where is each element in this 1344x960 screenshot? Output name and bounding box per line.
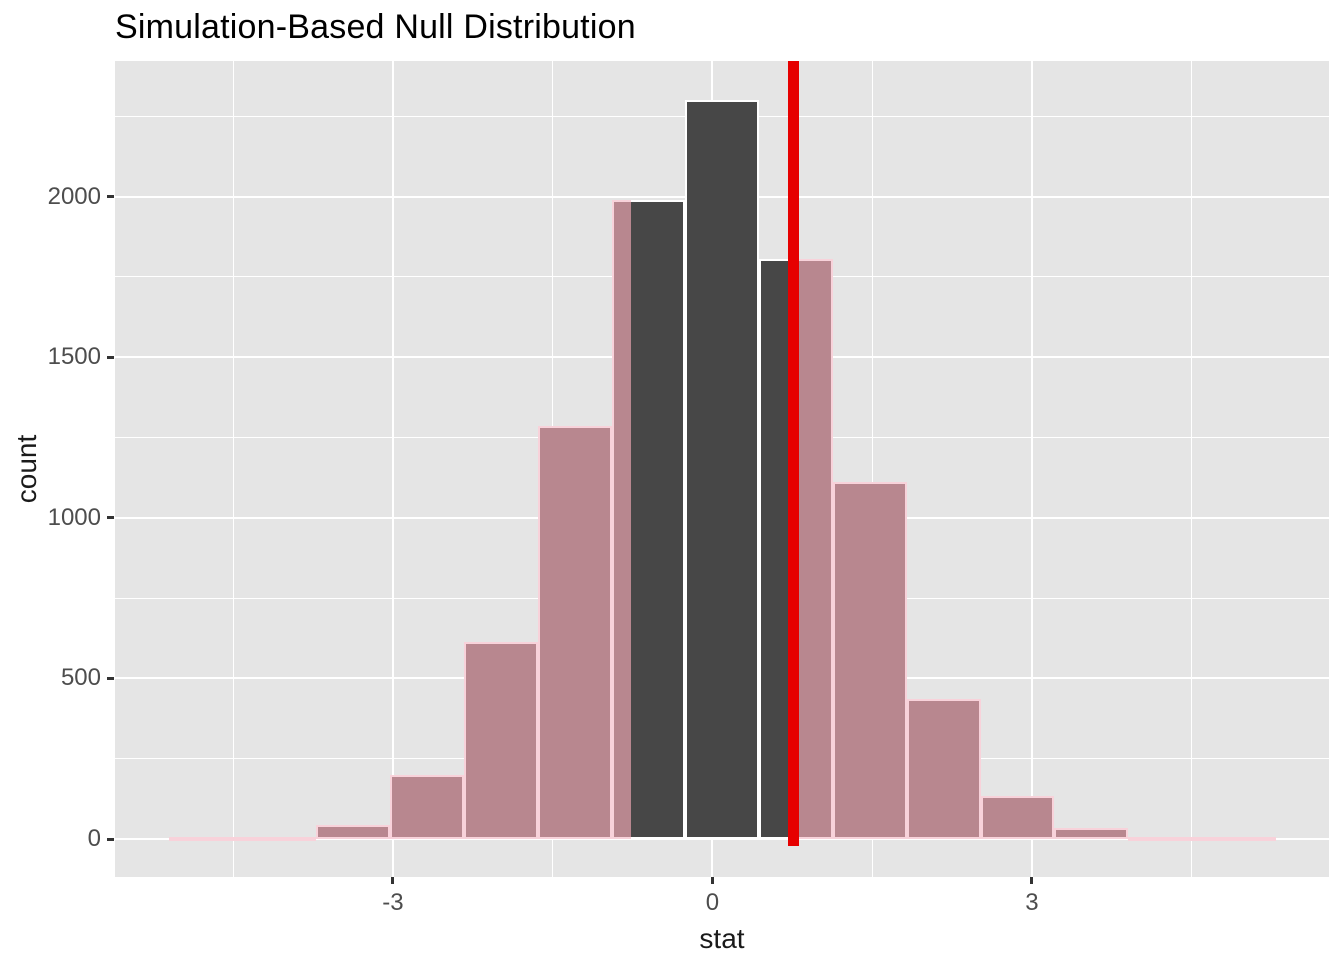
- histogram-bar-shaded: [242, 836, 317, 841]
- y-tick-mark: [107, 516, 114, 520]
- histogram-bar-shaded: [463, 641, 538, 840]
- gridline-x-major: [1030, 61, 1033, 877]
- gridline-x-minor: [1191, 61, 1193, 877]
- histogram-bar-shaded: [168, 836, 243, 841]
- histogram-bar-shaded: [1128, 836, 1202, 841]
- observed-stat-line: [787, 61, 799, 847]
- histogram-bar-shaded: [906, 699, 981, 840]
- histogram-bar-shaded: [832, 482, 907, 840]
- x-tick-label: 0: [705, 889, 720, 916]
- histogram-bar-shaded: [1201, 836, 1276, 841]
- x-tick-label: -3: [382, 889, 404, 916]
- gridline-x-major: [391, 61, 394, 877]
- histogram-bar-shaded: [316, 824, 391, 840]
- y-axis-title: count: [11, 434, 42, 504]
- y-tick-label: 2000: [47, 182, 101, 210]
- y-tick-mark: [107, 195, 114, 199]
- gridline-x-minor: [232, 61, 234, 877]
- histogram-bar-null: [685, 100, 760, 840]
- plot-title: Simulation-Based Null Distribution: [115, 8, 636, 46]
- x-tick-mark: [710, 877, 714, 884]
- gridline-x-minor: [871, 61, 873, 877]
- y-tick-label: 0: [87, 825, 101, 853]
- histogram-bar-shaded: [537, 426, 612, 840]
- y-tick-label: 500: [60, 664, 101, 692]
- histogram-bar-null: [631, 199, 686, 840]
- x-tick-mark: [1030, 877, 1034, 884]
- histogram-bar-shaded: [390, 774, 464, 840]
- x-tick-mark: [391, 877, 395, 884]
- x-tick-label: 3: [1025, 889, 1039, 916]
- histogram-bar-null: [759, 259, 794, 840]
- histogram-bar-shaded: [1054, 828, 1129, 840]
- y-tick-mark: [107, 355, 114, 359]
- plot-panel: [115, 61, 1329, 877]
- y-tick-mark: [107, 837, 114, 841]
- x-axis-title: stat: [699, 923, 745, 954]
- gridline-y-major: [115, 838, 1329, 841]
- y-tick-mark: [107, 676, 114, 680]
- y-tick-label: 1500: [47, 343, 101, 371]
- y-tick-label: 1000: [47, 503, 101, 531]
- histogram-bar-shaded: [980, 795, 1055, 840]
